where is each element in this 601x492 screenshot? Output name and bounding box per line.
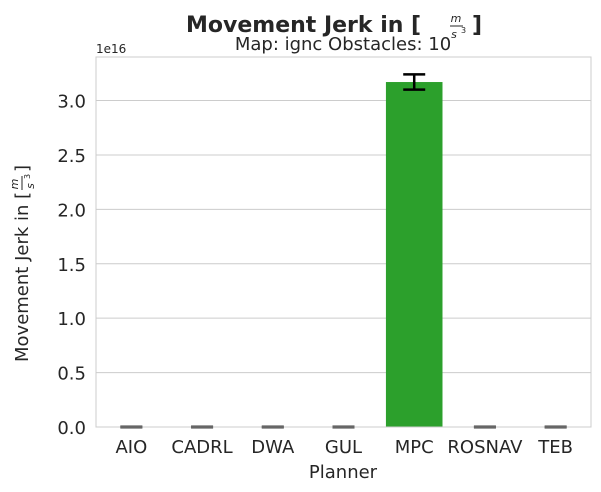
y-tick-label: 3.0	[57, 92, 86, 113]
y-tick-label: 1.0	[57, 309, 86, 330]
y-tick-label: 2.5	[57, 146, 86, 167]
chart-title-text: Movement Jerk in [	[186, 13, 421, 38]
y-tick-labels: 0.0 0.5 1.0 1.5 2.0 2.5 3.0	[57, 92, 86, 439]
x-tick-label: GUL	[325, 437, 362, 458]
x-tick-label: DWA	[251, 437, 295, 458]
title-unit-numerator: m	[451, 12, 462, 25]
x-tick-label: MPC	[395, 437, 434, 458]
title-unit-close: ]	[472, 13, 482, 38]
error-bars	[120, 73, 567, 429]
x-tick-label: CADRL	[171, 437, 232, 458]
y-axis-label: Movement Jerk in [ m s 3 ]	[8, 165, 37, 362]
ylabel-unit-close: ]	[12, 165, 33, 172]
x-tick-labels: AIO CADRL DWA GUL MPC ROSNAV TEB	[115, 437, 573, 458]
bars	[385, 82, 443, 427]
y-tick-label: 0.0	[57, 418, 86, 439]
title-unit-denominator: s	[451, 28, 457, 41]
title-unit-power: 3	[461, 26, 466, 35]
y-offset-label: 1e16	[96, 42, 126, 56]
x-axis-label: Planner	[309, 462, 378, 483]
ylabel-unit-numerator: m	[8, 179, 21, 190]
plot-frame	[95, 56, 592, 428]
ylabel-unit-power: 3	[23, 174, 32, 179]
y-tick-label: 1.5	[57, 255, 86, 276]
bar-mpc	[385, 82, 443, 427]
x-tick-label: TEB	[537, 437, 573, 458]
ylabel-unit-denominator: s	[24, 183, 37, 189]
chart-title: Movement Jerk in [ m s 3 ]	[186, 12, 482, 41]
grid-lines	[96, 100, 591, 428]
y-axis-label-text: Movement Jerk in [	[12, 192, 33, 362]
x-tick-label: AIO	[115, 437, 147, 458]
x-tick-label: ROSNAV	[447, 437, 523, 458]
y-tick-label: 0.5	[57, 364, 86, 385]
chart-subtitle: Map: ignc Obstacles: 10	[235, 34, 451, 55]
error-bar-mpc	[403, 73, 426, 91]
y-tick-label: 2.0	[57, 200, 86, 221]
